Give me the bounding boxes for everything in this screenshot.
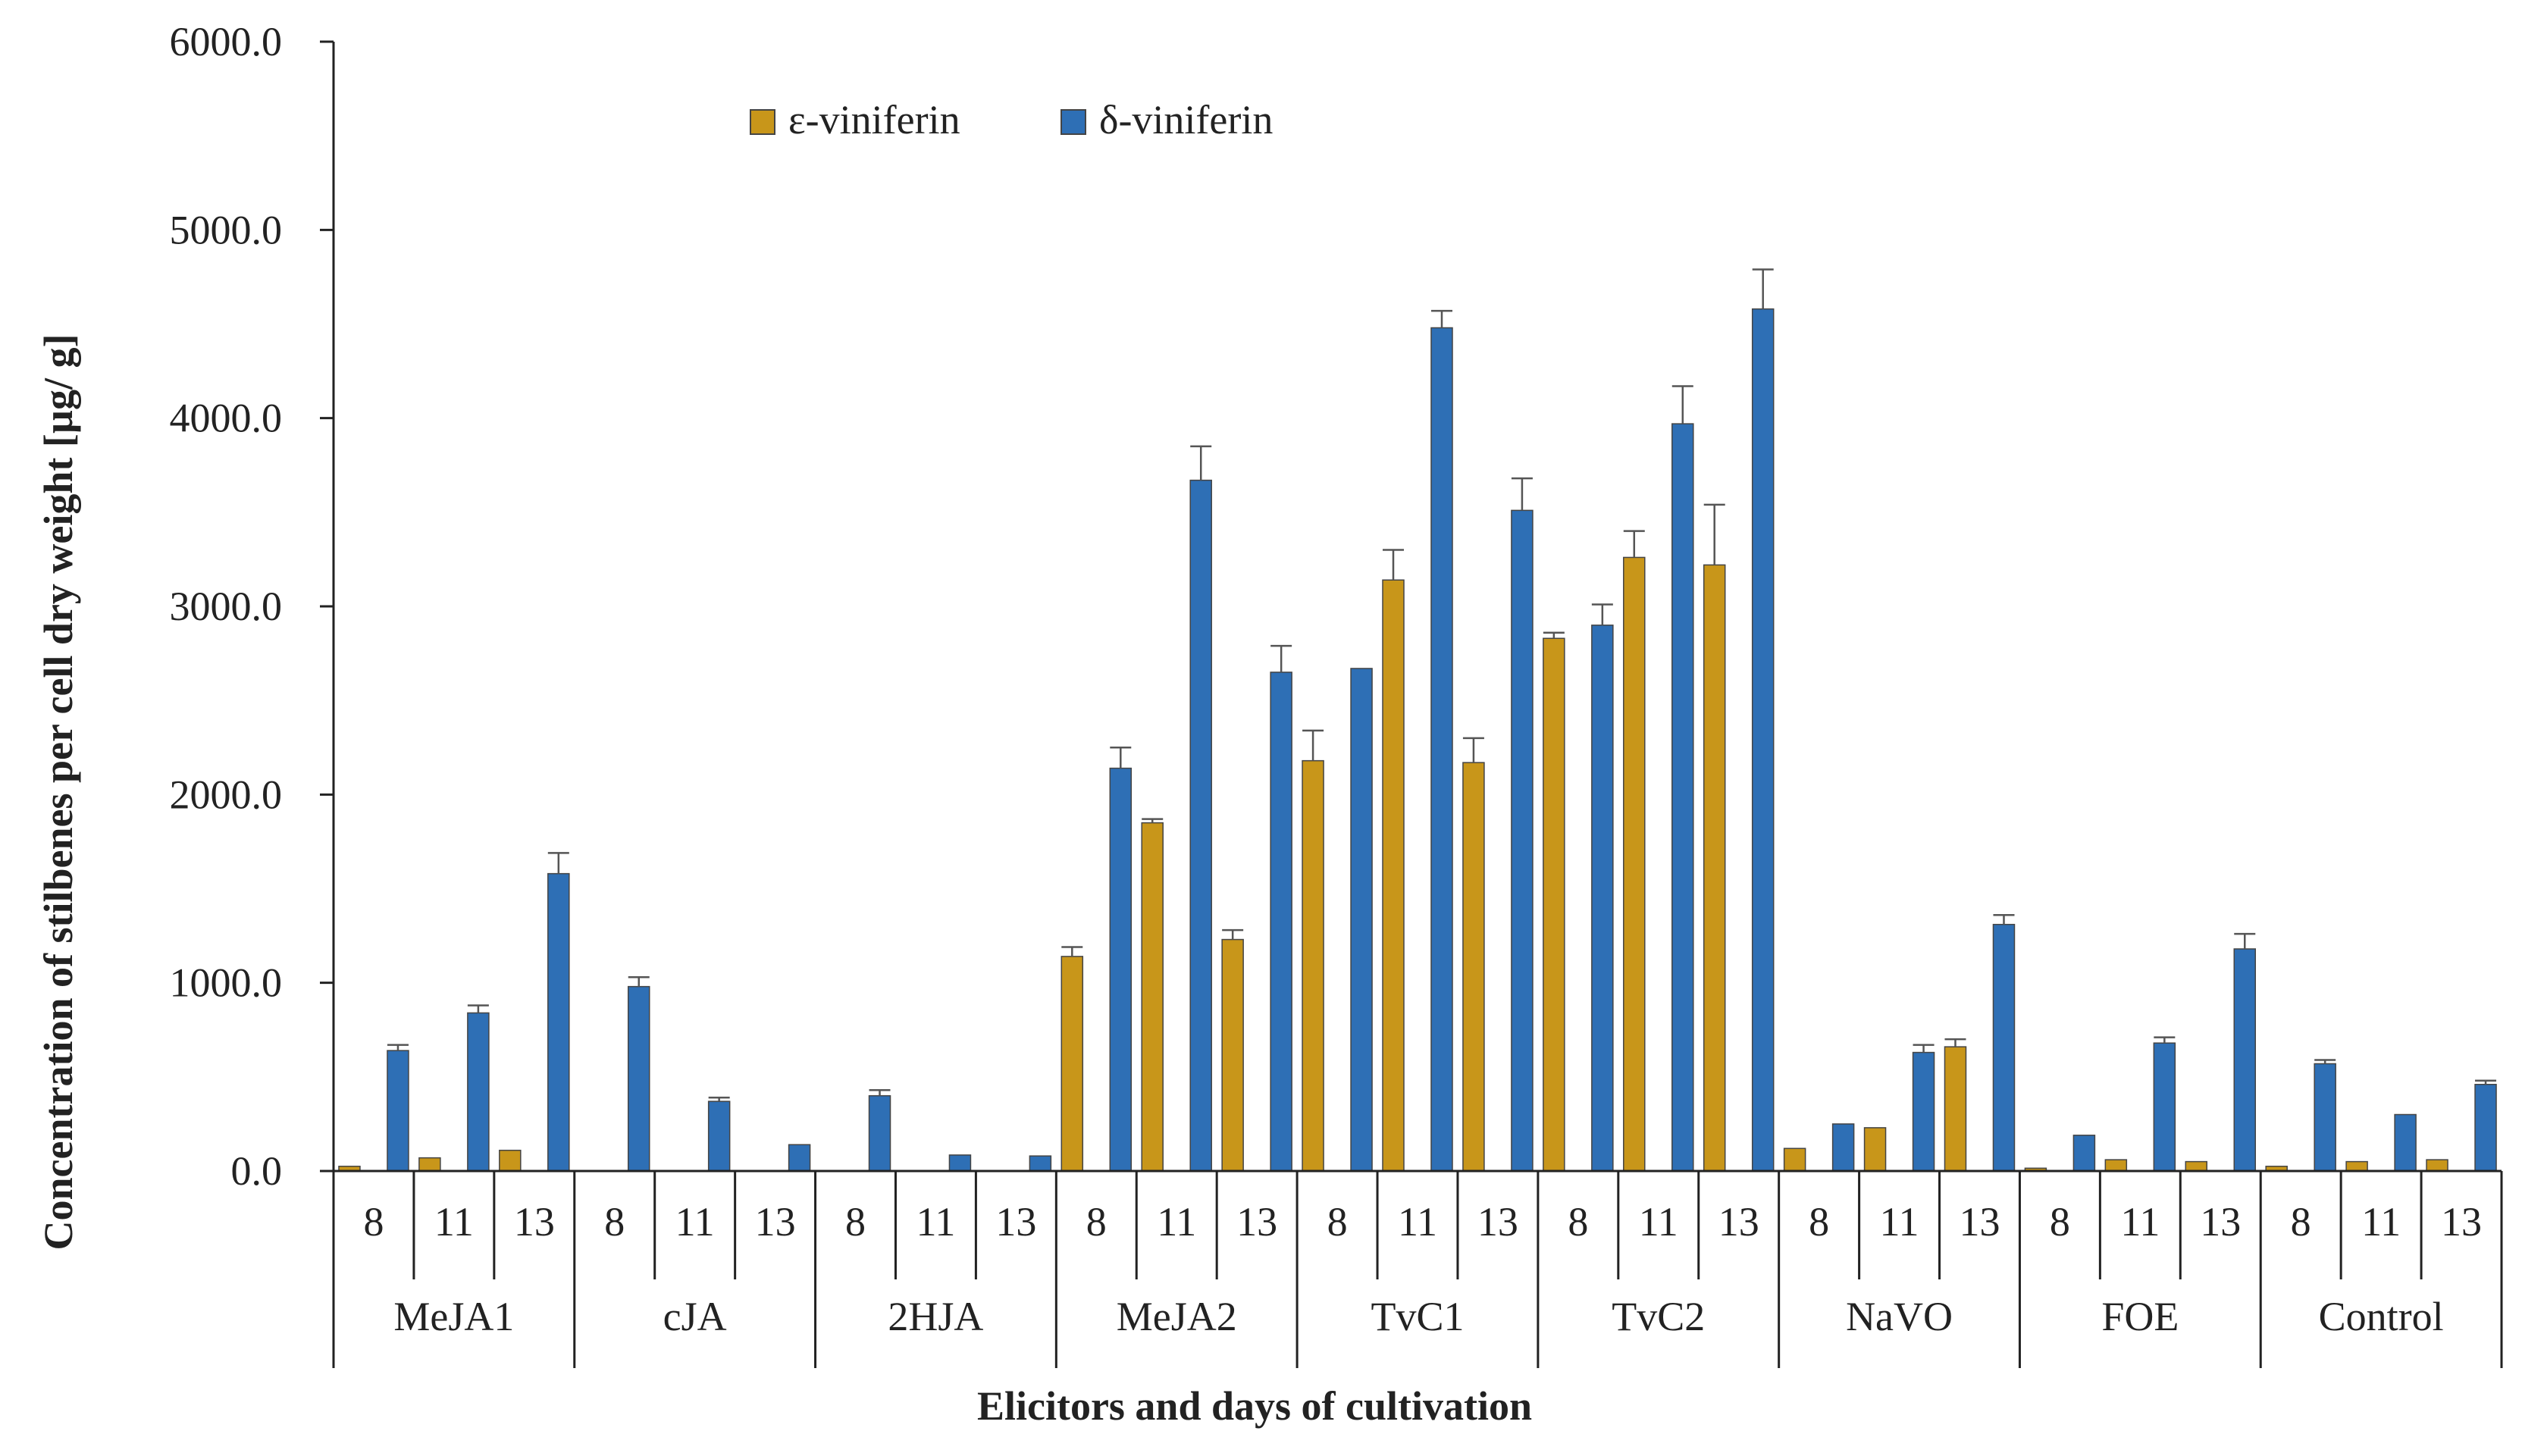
bar-delta-viniferin — [1671, 423, 1694, 1172]
y-tick-label: 3000.0 — [170, 584, 283, 629]
x-day-label: 13 — [1477, 1199, 1518, 1245]
bar-delta-viniferin — [627, 985, 650, 1172]
x-day-label: 13 — [514, 1199, 555, 1245]
x-group-label: TvC2 — [1612, 1294, 1705, 1339]
legend-label-epsilon: ε-viniferin — [788, 97, 960, 142]
bar-epsilon-viniferin — [1543, 637, 1565, 1172]
bar-delta-viniferin — [1189, 479, 1212, 1172]
bar-delta-viniferin — [1591, 625, 1614, 1172]
x-axis: 8 11 13 8 11 13 8 11 13 8 11 13 8 11 13 8 11 13 8 11 13 8 11 13… — [332, 1169, 2503, 1368]
bar-epsilon-viniferin — [1141, 822, 1164, 1172]
x-day-label: 8 — [2291, 1199, 2311, 1245]
bar-delta-viniferin — [547, 872, 570, 1172]
bar-epsilon-viniferin — [1060, 956, 1084, 1172]
x-day-label: 11 — [675, 1199, 715, 1245]
y-tick-label: 1000.0 — [170, 960, 283, 1006]
x-day-label: 8 — [1568, 1199, 1588, 1245]
y-axis: 0.0 1000.0 2000.0 3000.0 4000.0 5000.0 6000.0 — [170, 19, 335, 1194]
x-day-label: 8 — [604, 1199, 625, 1245]
legend-swatch-delta — [1060, 109, 1086, 135]
x-day-label: 8 — [2050, 1199, 2070, 1245]
x-day-label: 8 — [1086, 1199, 1107, 1245]
y-tick-label: 4000.0 — [170, 396, 283, 441]
bar-delta-viniferin — [1511, 509, 1534, 1172]
y-tick-label: 5000.0 — [170, 207, 283, 252]
bar-delta-viniferin — [2233, 948, 2257, 1172]
bar-delta-viniferin — [2072, 1135, 2096, 1172]
bar-delta-viniferin — [1029, 1155, 1052, 1172]
x-day-label: 13 — [755, 1199, 796, 1245]
x-day-label: 11 — [916, 1199, 955, 1245]
x-day-label: 11 — [1880, 1199, 1919, 1245]
x-day-label: 13 — [1718, 1199, 1759, 1245]
y-tick-label: 6000.0 — [170, 19, 283, 64]
bar-delta-viniferin — [387, 1050, 409, 1172]
x-day-label: 13 — [1959, 1199, 2000, 1245]
bar-delta-viniferin — [2314, 1063, 2336, 1172]
x-group-label: cJA — [663, 1294, 727, 1339]
x-day-label: 13 — [2200, 1199, 2241, 1245]
bar-epsilon-viniferin — [499, 1149, 522, 1172]
bar-epsilon-viniferin — [2426, 1159, 2448, 1172]
bar-delta-viniferin — [1751, 308, 1775, 1172]
x-day-label: 11 — [1398, 1199, 1437, 1245]
bar-epsilon-viniferin — [2104, 1159, 2128, 1172]
x-group-label: MeJA1 — [393, 1294, 514, 1339]
bar-epsilon-viniferin — [418, 1157, 441, 1172]
x-day-label: 11 — [1639, 1199, 1678, 1245]
bar-delta-viniferin — [948, 1154, 972, 1172]
legend-label-delta: δ-viniferin — [1099, 97, 1273, 142]
bar-delta-viniferin — [707, 1101, 731, 1172]
bar-delta-viniferin — [1109, 767, 1133, 1172]
x-day-label: 8 — [363, 1199, 384, 1245]
bar-delta-viniferin — [1430, 327, 1453, 1172]
legend: ε-viniferin δ-viniferin — [750, 97, 1273, 142]
bar-delta-viniferin — [1270, 672, 1292, 1172]
bar-delta-viniferin — [1831, 1123, 1855, 1172]
bar-delta-viniferin — [1912, 1051, 1935, 1172]
bar-epsilon-viniferin — [1623, 556, 1646, 1172]
bar-epsilon-viniferin — [1462, 762, 1485, 1172]
x-group-label: MeJA2 — [1117, 1294, 1237, 1339]
bar-epsilon-viniferin — [2345, 1160, 2368, 1172]
x-group-label: 2HJA — [888, 1294, 983, 1339]
x-day-label: 11 — [1157, 1199, 1196, 1245]
y-tick-label: 2000.0 — [170, 772, 283, 817]
bar-delta-viniferin — [1992, 923, 2016, 1172]
bar-epsilon-viniferin — [1302, 759, 1324, 1172]
legend-swatch-epsilon — [750, 109, 775, 135]
bar-delta-viniferin — [868, 1094, 891, 1172]
x-group-label: FOE — [2101, 1294, 2179, 1339]
x-group-label: NaVO — [1846, 1294, 1953, 1339]
bar-epsilon-viniferin — [1382, 579, 1405, 1172]
bar-epsilon-viniferin — [1221, 938, 1244, 1172]
x-group-label: Control — [2319, 1294, 2444, 1339]
x-day-label: 11 — [2120, 1199, 2160, 1245]
x-day-label: 8 — [845, 1199, 866, 1245]
x-day-label: 13 — [1236, 1199, 1277, 1245]
bar-delta-viniferin — [2474, 1084, 2497, 1172]
bar-epsilon-viniferin — [1944, 1046, 1967, 1172]
y-tick-label: 0.0 — [231, 1148, 283, 1194]
bar-delta-viniferin — [2394, 1113, 2417, 1172]
bar-epsilon-viniferin — [1703, 564, 1726, 1172]
bar-epsilon-viniferin — [1783, 1148, 1806, 1172]
x-day-label: 13 — [995, 1199, 1036, 1245]
plot-area — [338, 268, 2497, 1172]
x-day-label: 8 — [1809, 1199, 1829, 1245]
bar-epsilon-viniferin — [1863, 1127, 1887, 1172]
x-group-label: TvC1 — [1371, 1294, 1464, 1339]
x-day-label: 13 — [2441, 1199, 2482, 1245]
bar-delta-viniferin — [467, 1012, 490, 1172]
x-day-label: 8 — [1327, 1199, 1348, 1245]
bar-delta-viniferin — [1350, 668, 1373, 1172]
y-axis-title: Concentration of stilbenes per cell dry … — [36, 334, 81, 1251]
x-axis-title: Elicitors and days of cultivation — [977, 1383, 1532, 1429]
x-day-label: 11 — [434, 1199, 474, 1245]
bar-delta-viniferin — [2153, 1042, 2176, 1172]
bar-delta-viniferin — [788, 1144, 811, 1172]
bar-epsilon-viniferin — [2185, 1160, 2208, 1172]
x-day-label: 11 — [2361, 1199, 2401, 1245]
